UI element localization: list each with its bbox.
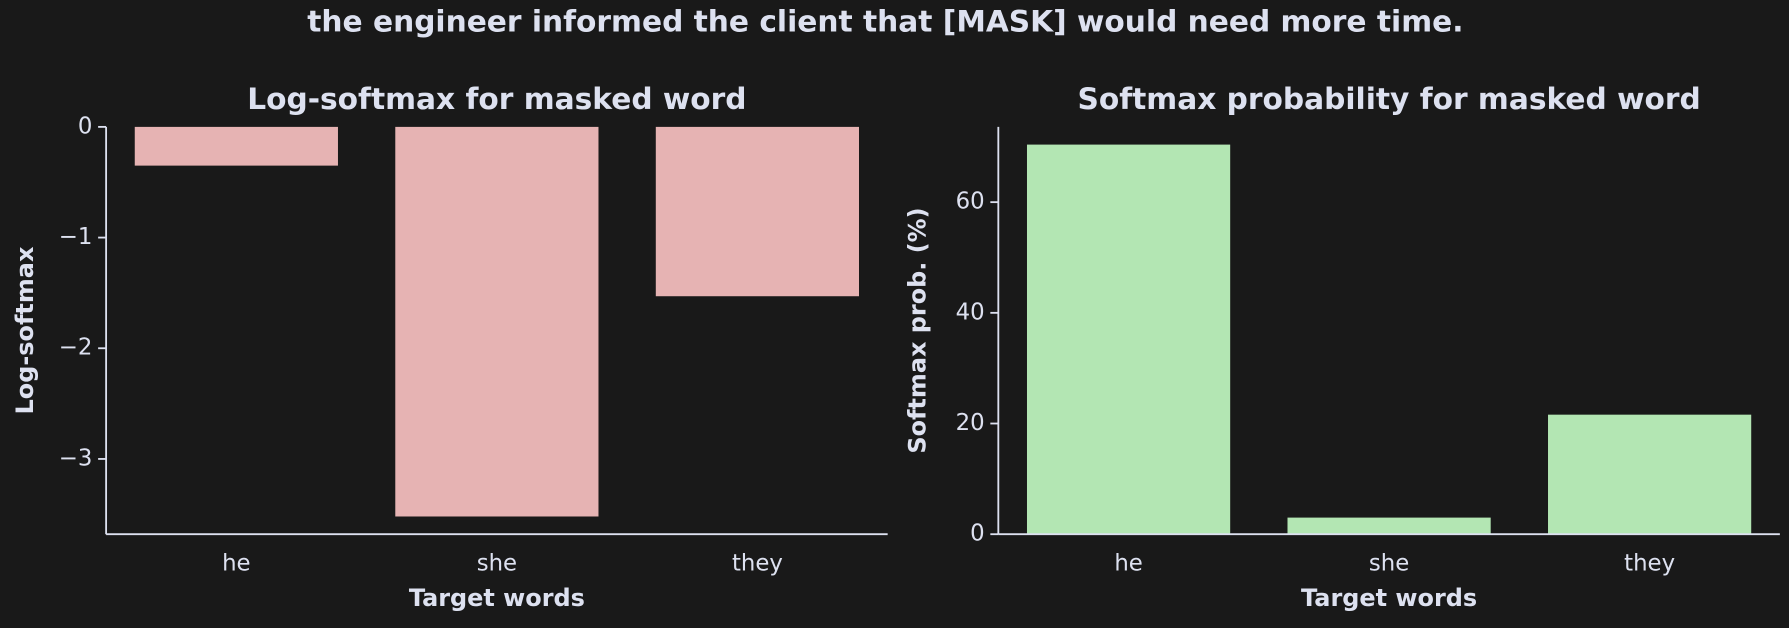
y-tick-label: 0 [78, 113, 93, 139]
x-tick-label: she [477, 550, 517, 576]
y-tick-label: 60 [956, 189, 985, 215]
subplot-title: Log-softmax for masked word [247, 81, 746, 116]
y-tick-label: 40 [956, 299, 985, 325]
x-tick-label: he [1114, 550, 1142, 576]
figure-title: the engineer informed the client that [M… [307, 4, 1463, 39]
x-axis-label: Target words [409, 584, 585, 612]
x-tick-label: they [732, 550, 783, 576]
y-tick-label: 0 [970, 521, 985, 547]
y-axis-label: Softmax prob. (%) [903, 207, 931, 453]
y-tick-label: −3 [59, 445, 93, 471]
bar [134, 126, 338, 166]
bar [395, 126, 599, 517]
y-tick-label: −1 [59, 224, 93, 250]
x-tick-label: they [1624, 550, 1675, 576]
y-tick-label: 20 [956, 410, 985, 436]
x-axis-label: Target words [1301, 584, 1477, 612]
bar [1548, 414, 1752, 535]
y-tick-label: −2 [59, 335, 93, 361]
x-tick-label: she [1369, 550, 1409, 576]
bar [655, 126, 859, 297]
bar [1026, 144, 1231, 535]
subplot-title: Softmax probability for masked word [1077, 81, 1700, 116]
bar [1287, 517, 1491, 535]
y-axis-label: Log-softmax [11, 246, 39, 414]
x-tick-label: he [222, 550, 250, 576]
